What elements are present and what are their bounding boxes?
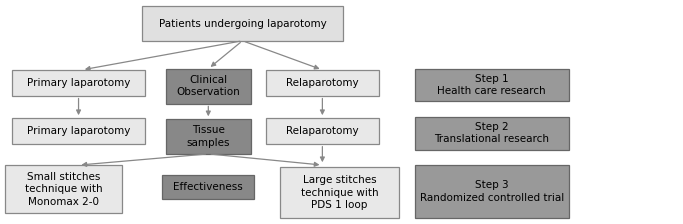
FancyBboxPatch shape	[142, 6, 343, 41]
FancyBboxPatch shape	[415, 165, 568, 218]
FancyBboxPatch shape	[266, 70, 378, 96]
FancyBboxPatch shape	[163, 175, 254, 199]
Text: Tissue
samples: Tissue samples	[186, 125, 230, 148]
Text: Primary laparotomy: Primary laparotomy	[27, 126, 130, 136]
FancyBboxPatch shape	[165, 119, 251, 154]
Text: Clinical
Observation: Clinical Observation	[176, 75, 240, 97]
Text: Large stitches
technique with
PDS 1 loop: Large stitches technique with PDS 1 loop	[301, 175, 378, 210]
FancyBboxPatch shape	[415, 117, 568, 150]
Text: Step 1
Health care research: Step 1 Health care research	[437, 74, 546, 96]
Text: Patients undergoing laparotomy: Patients undergoing laparotomy	[158, 19, 326, 28]
Text: Primary laparotomy: Primary laparotomy	[27, 78, 130, 88]
Text: Relaparotomy: Relaparotomy	[286, 78, 359, 88]
Text: Effectiveness: Effectiveness	[173, 182, 243, 192]
FancyBboxPatch shape	[266, 118, 378, 144]
Text: Relaparotomy: Relaparotomy	[286, 126, 359, 136]
Text: Small stitches
technique with
Monomax 2-0: Small stitches technique with Monomax 2-…	[25, 172, 102, 207]
FancyBboxPatch shape	[165, 69, 251, 103]
Text: Step 2
Translational research: Step 2 Translational research	[434, 122, 549, 144]
Text: Step 3
Randomized controlled trial: Step 3 Randomized controlled trial	[419, 180, 564, 203]
FancyBboxPatch shape	[12, 118, 145, 144]
FancyBboxPatch shape	[5, 165, 122, 213]
FancyBboxPatch shape	[415, 69, 568, 101]
FancyBboxPatch shape	[12, 70, 145, 96]
FancyBboxPatch shape	[280, 167, 399, 218]
